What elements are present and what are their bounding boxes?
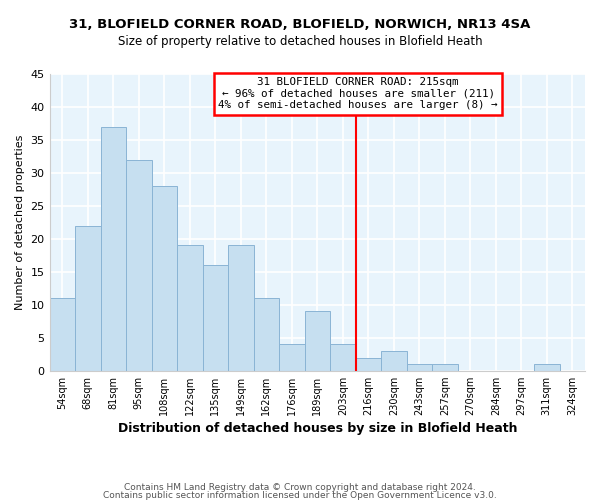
Text: 31 BLOFIELD CORNER ROAD: 215sqm
← 96% of detached houses are smaller (211)
4% of: 31 BLOFIELD CORNER ROAD: 215sqm ← 96% of… <box>218 78 498 110</box>
Bar <box>254 298 279 370</box>
Bar <box>177 246 203 370</box>
Bar <box>50 298 75 370</box>
Bar <box>228 246 254 370</box>
Bar <box>330 344 356 370</box>
Bar <box>75 226 101 370</box>
Bar <box>305 312 330 370</box>
Bar <box>126 160 152 370</box>
Bar <box>152 186 177 370</box>
Text: Size of property relative to detached houses in Blofield Heath: Size of property relative to detached ho… <box>118 35 482 48</box>
Bar <box>101 126 126 370</box>
Bar <box>356 358 381 370</box>
Text: Contains public sector information licensed under the Open Government Licence v3: Contains public sector information licen… <box>103 491 497 500</box>
Bar <box>407 364 432 370</box>
Y-axis label: Number of detached properties: Number of detached properties <box>15 134 25 310</box>
X-axis label: Distribution of detached houses by size in Blofield Heath: Distribution of detached houses by size … <box>118 422 517 435</box>
Bar <box>381 351 407 370</box>
Text: 31, BLOFIELD CORNER ROAD, BLOFIELD, NORWICH, NR13 4SA: 31, BLOFIELD CORNER ROAD, BLOFIELD, NORW… <box>70 18 530 30</box>
Bar <box>534 364 560 370</box>
Bar <box>432 364 458 370</box>
Bar <box>203 265 228 370</box>
Bar <box>279 344 305 370</box>
Text: Contains HM Land Registry data © Crown copyright and database right 2024.: Contains HM Land Registry data © Crown c… <box>124 482 476 492</box>
